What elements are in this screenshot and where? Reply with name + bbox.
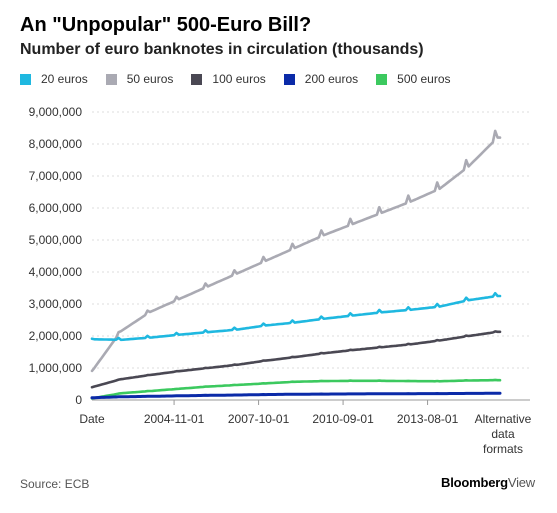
- chart-title: An "Unpopular" 500-Euro Bill?: [20, 14, 312, 36]
- y-tick-label: 3,000,000: [29, 297, 83, 311]
- y-tick-label: 0: [75, 393, 82, 407]
- bloomberg-view-logo: BloombergView: [441, 475, 535, 490]
- y-tick-label: 9,000,000: [29, 105, 83, 119]
- y-tick-label: 2,000,000: [29, 329, 83, 343]
- legend-swatch-100: [191, 73, 203, 85]
- x-tick-label: 2010-09-01: [312, 412, 374, 426]
- y-tick-label: 1,000,000: [29, 361, 83, 375]
- y-tick-label: 5,000,000: [29, 233, 83, 247]
- legend-item-20: 20 euros: [20, 72, 88, 86]
- x-axis-title: Date: [79, 412, 105, 426]
- legend-item-50: 50 euros: [105, 72, 174, 86]
- legend-swatch-20: [20, 73, 31, 85]
- x-tick-alternative-label: formats: [483, 442, 523, 456]
- series-line-s200: [90, 391, 502, 400]
- legend-item-500: 500 euros: [376, 72, 451, 86]
- x-tick-label: 2013-08-01: [397, 412, 459, 426]
- series-line-s50: [90, 129, 502, 373]
- y-tick-label: 7,000,000: [29, 169, 83, 183]
- legend-swatch-500: [376, 73, 388, 85]
- series-line-s500: [90, 378, 502, 400]
- source-note: Source: ECB: [20, 477, 90, 491]
- legend-label-500: 500 euros: [397, 72, 451, 86]
- y-tick-label: 8,000,000: [29, 137, 83, 151]
- legend-item-200: 200 euros: [283, 72, 359, 86]
- y-tick-label: 4,000,000: [29, 265, 83, 279]
- line-chart: 0 1,000,000 2,000,000 3,000,000 4,000,000 5,0…: [29, 105, 532, 456]
- x-tick-label: 2007-10-01: [228, 412, 290, 426]
- x-tick-alternative-label: data: [491, 427, 515, 441]
- legend-label-200: 200 euros: [304, 72, 359, 86]
- chart-subtitle: Number of euro banknotes in circulation …: [20, 41, 424, 58]
- brand-main: Bloomberg: [441, 475, 508, 490]
- brand-sub: View: [507, 475, 535, 490]
- x-tick-alternative-label: Alternative: [475, 412, 532, 426]
- series-line-s100: [90, 330, 502, 389]
- legend-item-100: 100 euros: [191, 72, 266, 86]
- series-line-s20: [90, 291, 502, 342]
- y-tick-label: 6,000,000: [29, 201, 83, 215]
- legend-label-20: 20 euros: [41, 72, 88, 86]
- legend-swatch-200: [283, 73, 295, 85]
- legend-label-100: 100 euros: [212, 72, 266, 86]
- legend-swatch-50: [105, 73, 117, 85]
- legend: 20 euros 50 euros 100 euros 200 euros 50…: [20, 72, 451, 86]
- legend-label-50: 50 euros: [126, 72, 174, 86]
- x-tick-label: 2004-11-01: [144, 412, 205, 426]
